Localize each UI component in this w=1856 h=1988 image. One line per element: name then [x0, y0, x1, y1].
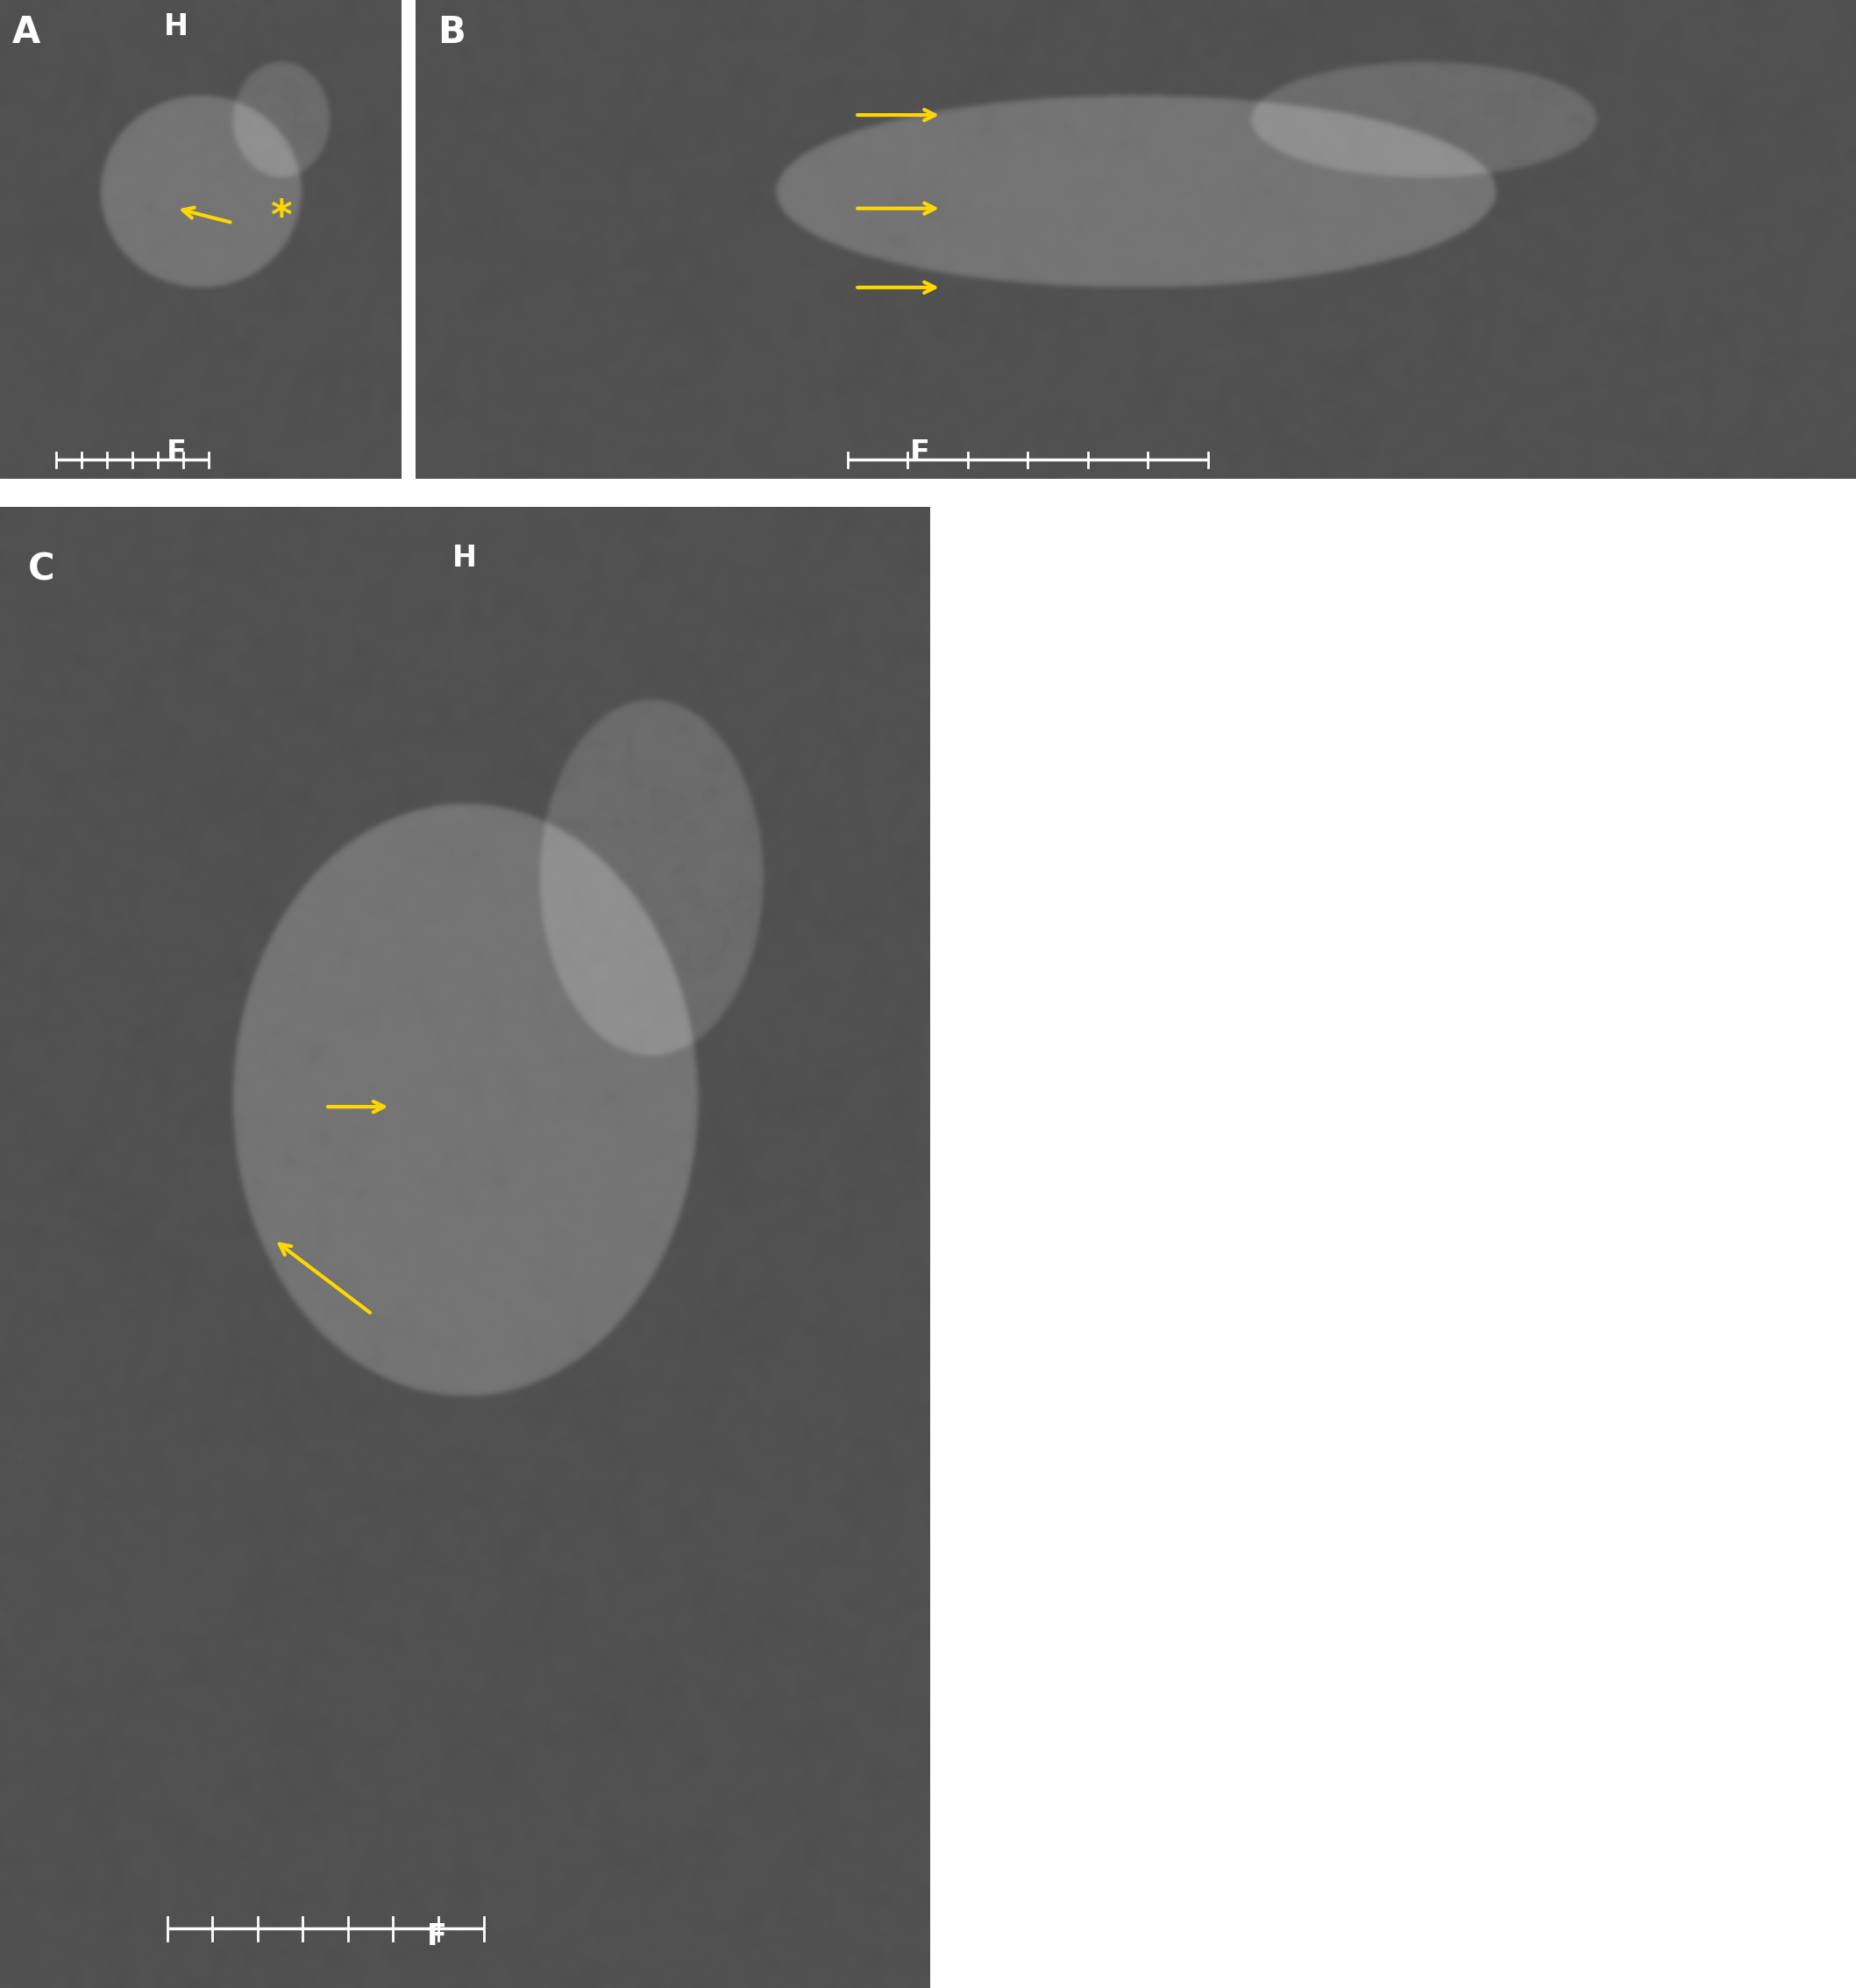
Text: F: F	[427, 1922, 447, 1950]
Text: H: H	[163, 12, 189, 42]
Text: F: F	[167, 437, 186, 467]
Text: C: C	[28, 551, 54, 588]
Text: H: H	[453, 545, 477, 573]
Text: F: F	[909, 437, 930, 467]
Text: B: B	[438, 14, 466, 52]
Text: A: A	[11, 14, 41, 52]
Text: *: *	[269, 199, 291, 239]
